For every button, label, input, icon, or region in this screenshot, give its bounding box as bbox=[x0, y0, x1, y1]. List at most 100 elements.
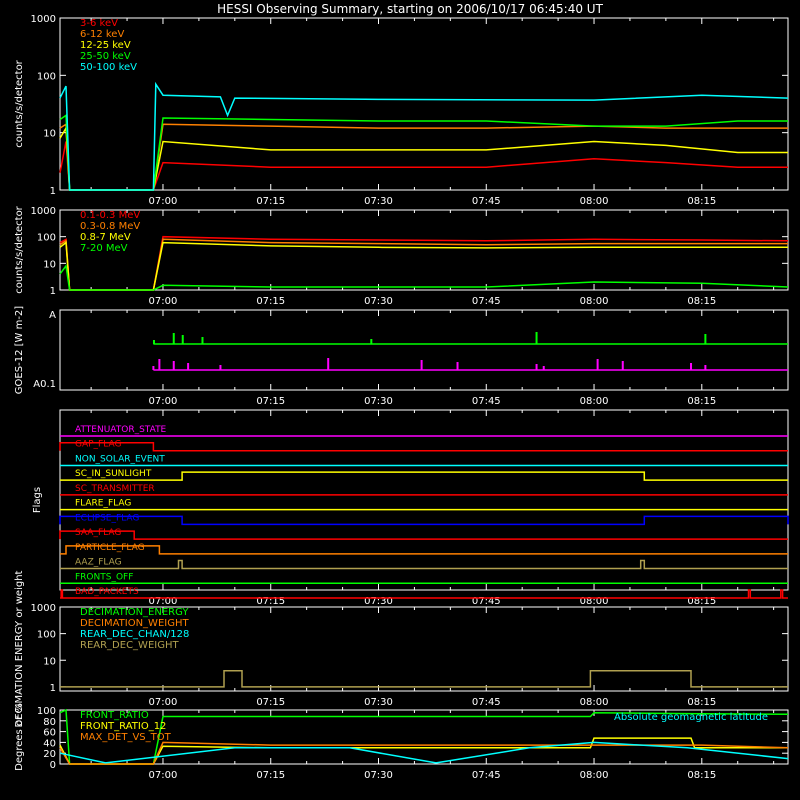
goes-spike bbox=[187, 363, 190, 370]
x-tick-label: 07:00 bbox=[149, 596, 178, 607]
x-tick-label: 07:15 bbox=[256, 770, 285, 781]
panel-3: 07:00 07:15 07:30 07:45 08:00 08:15 GOES-12 [W… bbox=[14, 306, 789, 407]
goes-spike bbox=[181, 335, 184, 344]
x-tick-label: 07:30 bbox=[364, 296, 393, 307]
x-tick-label: 07:30 bbox=[364, 196, 393, 207]
goes-spike bbox=[370, 339, 373, 344]
y-tick-label: 1000 bbox=[31, 14, 56, 25]
y-tick-label: 20 bbox=[43, 749, 56, 760]
goes-spike bbox=[327, 358, 330, 370]
x-tick-label: 07:30 bbox=[364, 596, 393, 607]
legend-entry: REAR_DEC_CHAN/128 bbox=[80, 629, 189, 640]
y-tick-label: 10 bbox=[43, 129, 56, 140]
flag-label: FRONTS_OFF bbox=[75, 572, 133, 582]
y-tick-label: 1 bbox=[50, 286, 56, 297]
flag-trace bbox=[59, 515, 789, 526]
series-line bbox=[60, 670, 788, 688]
goes-spike bbox=[456, 362, 459, 370]
x-tick-label: 07:45 bbox=[472, 596, 501, 607]
goes-spike bbox=[621, 361, 624, 370]
x-tick-label: 07:45 bbox=[472, 296, 501, 307]
flag-label: SC_TRANSMITTER bbox=[75, 484, 155, 494]
legend-entry: REAR_DEC_WEIGHT bbox=[80, 640, 179, 651]
series-line bbox=[59, 741, 789, 764]
goes-spike bbox=[201, 337, 204, 344]
y-tick-label: 100 bbox=[37, 630, 56, 641]
x-tick-label: 08:00 bbox=[580, 196, 609, 207]
x-tick-label: 08:00 bbox=[580, 396, 609, 407]
series-line bbox=[59, 122, 788, 191]
panel-2: 07:00 07:15 07:30 07:45 08:00 08:15 counts/s/d… bbox=[14, 205, 789, 307]
x-tick-label: 08:15 bbox=[687, 770, 716, 781]
flag-trace bbox=[59, 530, 788, 540]
x-tick-label: 07:00 bbox=[149, 296, 178, 307]
y-axis-label: Degrees or % bbox=[14, 703, 25, 771]
y-axis-label: counts/s/detector bbox=[14, 59, 25, 147]
series-line bbox=[59, 241, 788, 291]
y-axis-label: DECIMATION ENERGY or weight bbox=[14, 570, 25, 727]
flag-label: AAZ_FLAG bbox=[75, 558, 122, 568]
flag-label: SAA_FLAG bbox=[75, 528, 121, 538]
x-tick-label: 08:00 bbox=[580, 296, 609, 307]
x-tick-label: 07:45 bbox=[472, 770, 501, 781]
x-tick-label: 08:15 bbox=[687, 296, 716, 307]
x-tick-label: 07:00 bbox=[149, 396, 178, 407]
goes-spike bbox=[704, 334, 707, 344]
x-tick-label: 07:15 bbox=[256, 396, 285, 407]
flag-trace bbox=[60, 559, 788, 570]
x-tick-label: 07:45 bbox=[472, 196, 501, 207]
series-line bbox=[59, 81, 789, 191]
chart-title: HESSI Observing Summary, starting on 200… bbox=[217, 2, 603, 16]
series-line bbox=[59, 141, 788, 191]
x-tick-label: 07:30 bbox=[364, 770, 393, 781]
goes-spike bbox=[704, 365, 707, 370]
legend-entry: FRONT_RATIO bbox=[80, 710, 149, 721]
y-tick-label: 0 bbox=[50, 760, 56, 771]
plot-frame bbox=[59, 17, 789, 191]
flag-label: PARTICLE_FLAG bbox=[75, 543, 145, 553]
flag-trace bbox=[59, 441, 788, 452]
flag-label: BAD_PACKETS bbox=[75, 587, 139, 597]
x-tick-label: 08:15 bbox=[687, 396, 716, 407]
flag-label: ATTENUATOR_STATE bbox=[75, 425, 167, 435]
goes-spike bbox=[172, 333, 175, 344]
legend-entry: MAX_DET_VS_TOT bbox=[80, 732, 172, 743]
series-line bbox=[59, 125, 788, 191]
x-tick-label: 08:00 bbox=[580, 770, 609, 781]
goes-spike bbox=[172, 361, 175, 370]
x-tick-label: 07:15 bbox=[256, 196, 285, 207]
goes-spike bbox=[596, 359, 599, 370]
flag-trace bbox=[60, 589, 788, 599]
flag-label: ECLIPSE_FLAG bbox=[75, 513, 139, 523]
goes-spike bbox=[542, 366, 545, 370]
y-tick-label: 40 bbox=[43, 738, 56, 749]
x-tick-label: 07:15 bbox=[256, 296, 285, 307]
y-tick-label: 1 bbox=[50, 186, 56, 197]
plot-frame bbox=[59, 606, 789, 692]
x-tick-label: 07:00 bbox=[149, 697, 178, 708]
legend-entry: FRONT_RATIO_12 bbox=[80, 721, 166, 732]
panel-1: 07:00 07:15 07:30 07:45 08:00 08:15 counts/s/d… bbox=[14, 14, 789, 207]
goes-spike bbox=[535, 332, 538, 344]
legend-entry: 25-50 keV bbox=[80, 51, 131, 62]
y-tick-label: 80 bbox=[43, 717, 56, 728]
plot-frame bbox=[59, 409, 789, 591]
legend-entry: 0.8-7 MeV bbox=[80, 232, 131, 243]
flag-trace bbox=[60, 545, 788, 555]
y-tick-label: A bbox=[49, 310, 56, 321]
series-line bbox=[59, 264, 789, 291]
series-line bbox=[59, 114, 788, 191]
flag-label: SC_IN_SUNLIGHT bbox=[75, 469, 152, 479]
goes-spike bbox=[152, 366, 155, 370]
goes-spike bbox=[152, 340, 155, 344]
legend-entry: 3-6 keV bbox=[80, 18, 118, 29]
legend-entry: 50-100 keV bbox=[80, 62, 137, 73]
legend-entry: 6-12 keV bbox=[80, 29, 124, 40]
flag-label: NON_SOLAR_EVENT bbox=[75, 454, 165, 464]
x-tick-label: 07:00 bbox=[149, 196, 178, 207]
y-tick-label: 60 bbox=[43, 728, 56, 739]
plot-frame bbox=[59, 709, 789, 765]
plot-frame bbox=[59, 209, 789, 291]
y-axis-label: GOES-12 [W m-2] bbox=[14, 306, 25, 394]
